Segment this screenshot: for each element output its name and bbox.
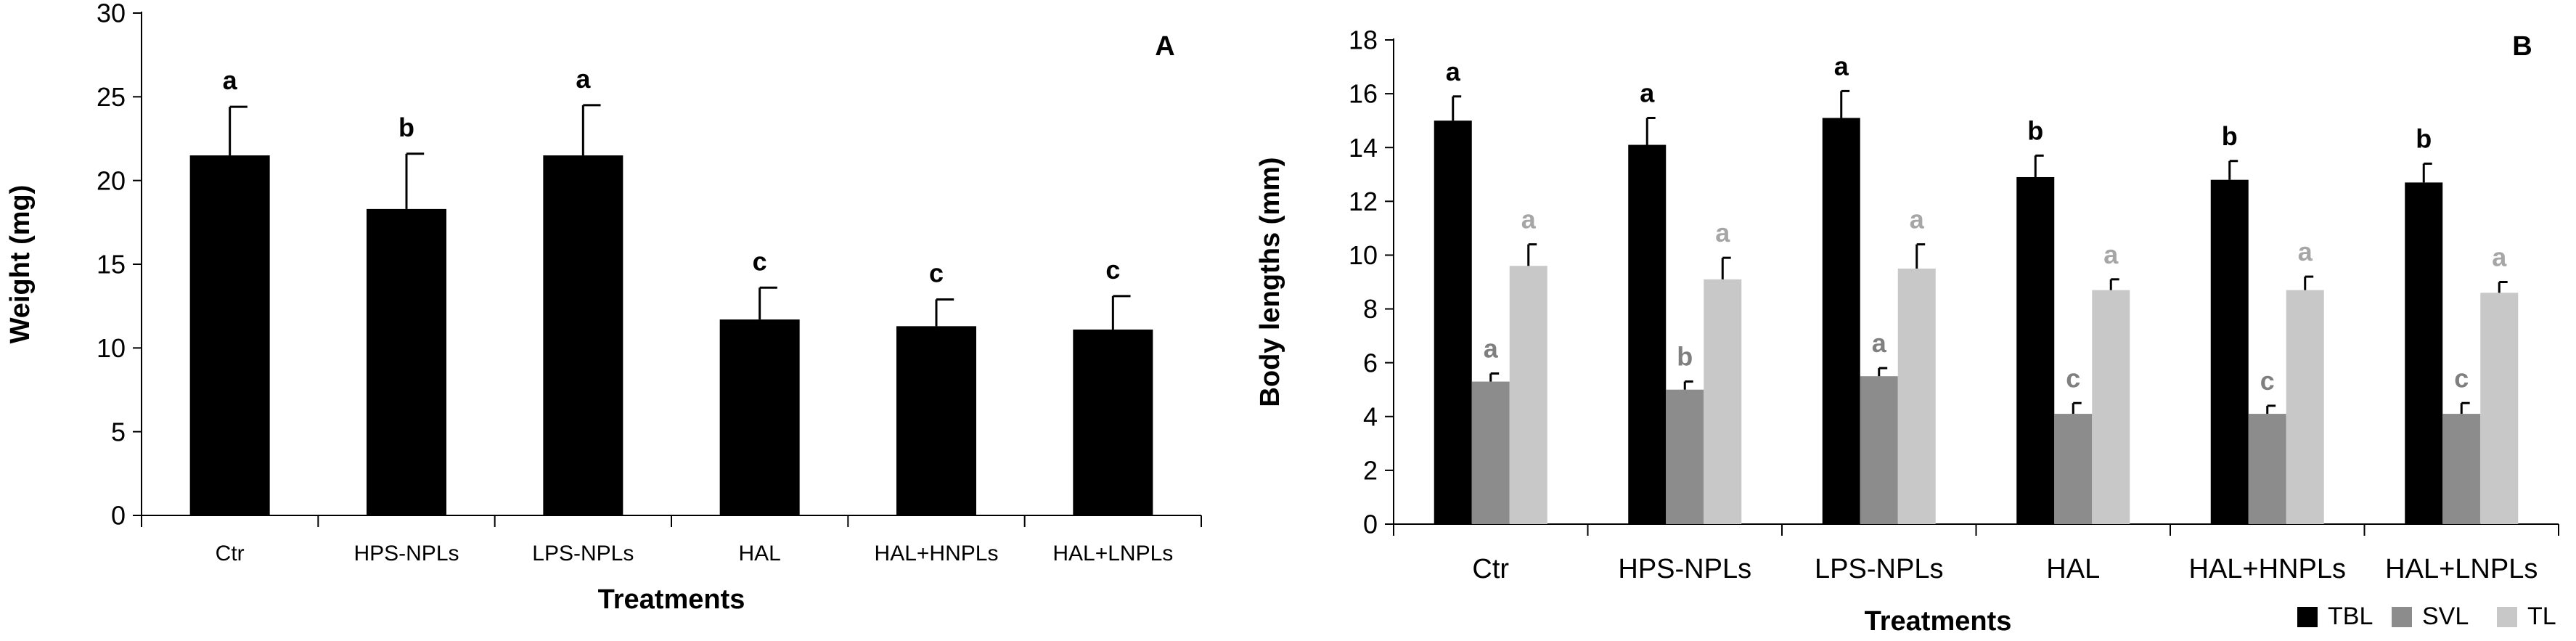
x-axis-title: Treatments: [1865, 606, 2012, 637]
legend-label-svl: SVL: [2422, 603, 2469, 630]
panel-label: B: [2512, 31, 2532, 62]
legend-swatch-tbl: [2297, 607, 2318, 627]
significance-letter: c: [929, 258, 944, 287]
significance-letter: a: [1484, 333, 1499, 363]
y-tick-label: 16: [1349, 79, 1378, 109]
y-tick-label: 6: [1363, 348, 1378, 377]
y-tick-label: 5: [111, 417, 126, 446]
x-tick-label: Ctr: [1472, 554, 1509, 584]
significance-letter: c: [2454, 363, 2469, 393]
bar-tbl: [2016, 176, 2055, 524]
y-tick-label: 15: [97, 250, 126, 279]
bar-svl: [1860, 376, 1898, 524]
bar-svl: [2248, 414, 2286, 524]
y-tick-label: 2: [1363, 455, 1378, 485]
significance-letter: a: [576, 64, 591, 94]
y-tick-label: 4: [1363, 401, 1378, 431]
bar-tl: [1509, 266, 1547, 524]
x-tick-label: HAL+HNPLs: [875, 542, 999, 566]
y-tick-label: 0: [111, 501, 126, 531]
bar-tl: [2480, 293, 2519, 524]
bar-tl: [2092, 290, 2130, 524]
y-tick-label: 10: [1349, 240, 1378, 270]
bar-value: [543, 155, 623, 516]
x-tick-label: Ctr: [216, 542, 245, 566]
significance-letter: b: [1677, 342, 1693, 372]
x-tick-label: HPS-NPLs: [353, 542, 459, 566]
significance-letter: a: [2492, 242, 2507, 272]
significance-letter: a: [1872, 328, 1887, 358]
y-tick-label: 30: [97, 0, 126, 28]
panel-label: A: [1155, 31, 1174, 62]
legend-swatch-svl: [2392, 607, 2412, 627]
significance-letter: a: [223, 65, 238, 95]
significance-letter: b: [2027, 115, 2043, 145]
significance-letter: b: [2222, 121, 2238, 151]
y-tick-label: 20: [97, 166, 126, 195]
x-tick-label: HAL+LNPLs: [2385, 554, 2538, 584]
significance-letter: a: [1715, 218, 1730, 248]
bar-svl: [2054, 414, 2093, 524]
x-tick-label: LPS-NPLs: [532, 542, 634, 566]
bar-tl: [1897, 268, 1936, 524]
bar-value: [367, 208, 446, 515]
bar-value: [896, 326, 976, 515]
y-tick-label: 0: [1363, 510, 1378, 539]
significance-letter: c: [1105, 255, 1120, 285]
bar-tbl: [2210, 179, 2249, 524]
x-tick-label: HAL+HNPLs: [2189, 554, 2346, 584]
x-tick-label: LPS-NPLs: [1815, 554, 1943, 584]
y-axis-title: Weight (mg): [5, 185, 36, 344]
bar-value: [189, 155, 270, 516]
significance-letter: a: [2298, 237, 2313, 266]
significance-letter: b: [398, 113, 414, 142]
x-tick-label: HPS-NPLs: [1618, 554, 1751, 584]
y-tick-label: 14: [1349, 133, 1378, 163]
legend-swatch-tl: [2497, 607, 2517, 627]
significance-letter: a: [1834, 51, 1849, 81]
bar-value: [1073, 329, 1153, 515]
bar-tl: [1704, 279, 1742, 524]
chart-panel-b: 0 2 4 6 8 10 12 14 16 18 Ctr HPS-NPLs LPS-NPLs HAL HAL…: [1255, 25, 2559, 637]
x-axis-title: Treatments: [598, 584, 745, 615]
bar-tbl: [2405, 182, 2443, 524]
significance-letter: a: [1521, 205, 1537, 234]
bar-value: [719, 319, 800, 515]
bar-tbl: [1434, 121, 1472, 524]
bar-tbl: [1822, 118, 1860, 524]
legend: TBL SVL TL: [2297, 603, 2556, 630]
x-tick-label: HAL+LNPLs: [1052, 542, 1173, 566]
x-tick-label: HAL: [2046, 554, 2100, 584]
y-tick-label: 25: [97, 82, 126, 112]
bar-svl: [2442, 414, 2481, 524]
bar-svl: [1666, 389, 1704, 524]
legend-label-tbl: TBL: [2328, 603, 2373, 630]
y-tick-label: 18: [1349, 25, 1378, 55]
significance-letter: a: [1910, 205, 1925, 234]
significance-letter: a: [1446, 57, 1461, 86]
x-tick-label: HAL: [738, 542, 780, 566]
y-tick-label: 12: [1349, 187, 1378, 216]
y-tick-label: 10: [97, 333, 126, 363]
bar-svl: [1471, 381, 1510, 524]
significance-letter: a: [1640, 78, 1655, 107]
significance-letter: c: [753, 246, 767, 276]
significance-letter: c: [2066, 363, 2080, 393]
significance-letter: a: [2103, 240, 2119, 269]
y-axis-title: Body lengths (mm): [1255, 157, 1285, 407]
legend-label-tl: TL: [2527, 603, 2556, 630]
y-tick-label: 8: [1363, 294, 1378, 324]
chart-panel-a: 0 5 10 15 20 25 30 Ctr HPS-NPLs LPS-NPLs HAL HAL+HN…: [5, 0, 1202, 615]
bar-tbl: [1628, 144, 1667, 524]
significance-letter: b: [2416, 123, 2432, 153]
significance-letter: c: [2260, 366, 2275, 396]
bar-tl: [2286, 290, 2324, 524]
